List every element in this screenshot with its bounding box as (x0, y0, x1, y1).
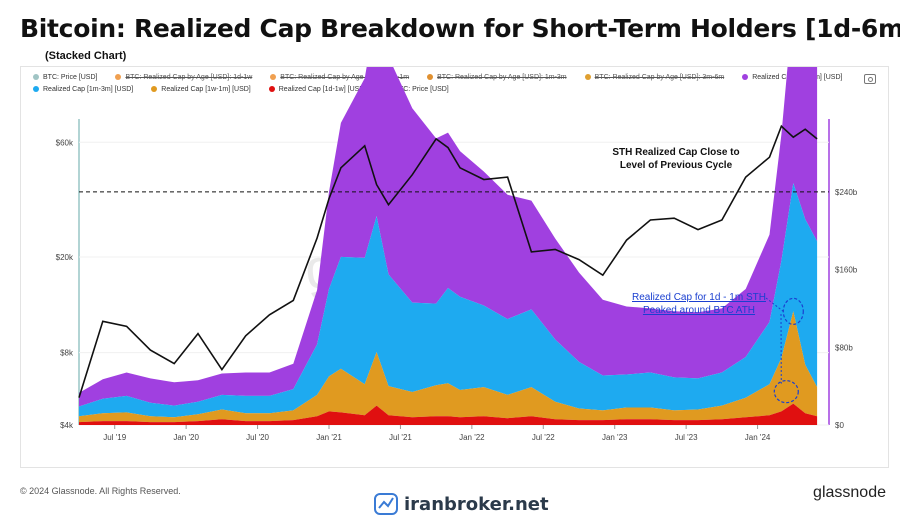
legend-item[interactable]: BTC: Realized Cap by Age [USD]: 1w-1m (270, 74, 409, 81)
annotation-peak: Realized Cap for 1d - 1m STH (632, 292, 766, 303)
legend-item[interactable]: Realized Cap [1w-1m] [USD] (151, 85, 251, 93)
annotation-sth-close: Level of Previous Cycle (620, 160, 733, 171)
y-left-tick-label: $20k (56, 253, 74, 262)
legend-swatch (584, 74, 591, 80)
legend-label: BTC: Realized Cap by Age [USD]: 1d-1w (125, 73, 253, 81)
chart-svg: $4k $8k $20k $60k $0 $80b $160b $240b Jul '19 Jan… (56, 67, 858, 442)
camera-icon[interactable] (864, 74, 876, 84)
legend-label: BTC: Realized Cap by Age [USD]: 3m-6m (594, 73, 725, 81)
legend-swatch (427, 74, 434, 80)
y-right-tick-label: $80b (835, 343, 853, 352)
chart-panel: BTC: Price [USD] BTC: Realized Cap by Age… (20, 66, 889, 468)
price-line (78, 124, 818, 398)
legend-item[interactable]: BTC: Price [USD] (33, 74, 97, 81)
legend-label: Realized Cap [1w-1m] [USD] (161, 85, 251, 93)
legend-item[interactable]: Realized Cap [1d-1w] [USD] (268, 85, 367, 93)
legend-label: BTC: Realized Cap by Age [USD]: 1w-1m (280, 73, 410, 81)
x-tick-label: Jul '20 (246, 433, 269, 442)
legend-swatch (151, 86, 158, 92)
legend-label: BTC: Price [USD] (394, 85, 449, 93)
x-tick-label: Jan '21 (316, 433, 342, 442)
legend-label: BTC: Price [USD] (43, 73, 98, 81)
legend-label: Realized Cap [1d-1w] [USD] (278, 85, 367, 93)
legend-swatch (33, 74, 39, 80)
y-right-tick-label: $240b (835, 188, 858, 197)
x-tick-label: Jan '22 (459, 433, 485, 442)
annotation-sth-close: STH Realized Cap Close to (612, 147, 739, 158)
x-tick-label: Jul '23 (675, 433, 698, 442)
chart-title: Bitcoin: Realized Cap Breakdown for Shor… (20, 14, 900, 43)
chart-subtitle: (Stacked Chart) (45, 50, 127, 62)
chart-logo-icon (374, 493, 398, 515)
area-series (79, 311, 818, 423)
y-left-tick-label: $8k (60, 349, 74, 358)
y-left-tick-label: $60k (56, 138, 74, 147)
site-brand[interactable]: iranbroker.net (374, 493, 549, 515)
area-series (79, 403, 818, 425)
legend-label: BTC: Realized Cap by Age [USD]: 1m-3m (437, 73, 567, 81)
legend-item[interactable]: Realized Cap [1m-3m] [USD] (33, 86, 133, 93)
legend-swatch (115, 74, 122, 80)
annotation-peak: Peaked around BTC ATH (643, 305, 755, 316)
x-tick-label: Jan '23 (602, 433, 628, 442)
site-name: iranbroker.net (404, 493, 549, 515)
y-right-tick-label: $160b (835, 266, 858, 275)
brand-logo: glassnode (813, 484, 886, 501)
x-tick-label: Jul '21 (389, 433, 412, 442)
legend-swatch (268, 86, 275, 92)
area-series (79, 183, 818, 418)
area-series (79, 67, 818, 407)
y-right-tick-label: $0 (835, 421, 844, 430)
legend-item[interactable]: BTC: Realized Cap by Age [USD]: 1m-3m (427, 74, 567, 81)
legend-swatch (270, 74, 277, 80)
x-tick-label: Jan '24 (745, 433, 771, 442)
x-tick-label: Jul '19 (103, 433, 126, 442)
peak-circle (773, 380, 799, 404)
legend-swatch (33, 86, 39, 92)
legend-swatch (742, 74, 749, 80)
x-tick-label: Jul '22 (532, 433, 555, 442)
legend-item[interactable]: BTC: Realized Cap by Age [USD]: 1d-1w (115, 74, 252, 81)
legend-item[interactable]: BTC: Realized Cap by Age [USD]: 3m-6m (584, 73, 725, 81)
copyright-text: © 2024 Glassnode. All Rights Reserved. (20, 486, 181, 496)
legend-label: Realized Cap [1m-3m] [USD] (43, 85, 134, 93)
x-tick-label: Jan '20 (173, 433, 199, 442)
y-left-tick-label: $4k (60, 421, 74, 430)
